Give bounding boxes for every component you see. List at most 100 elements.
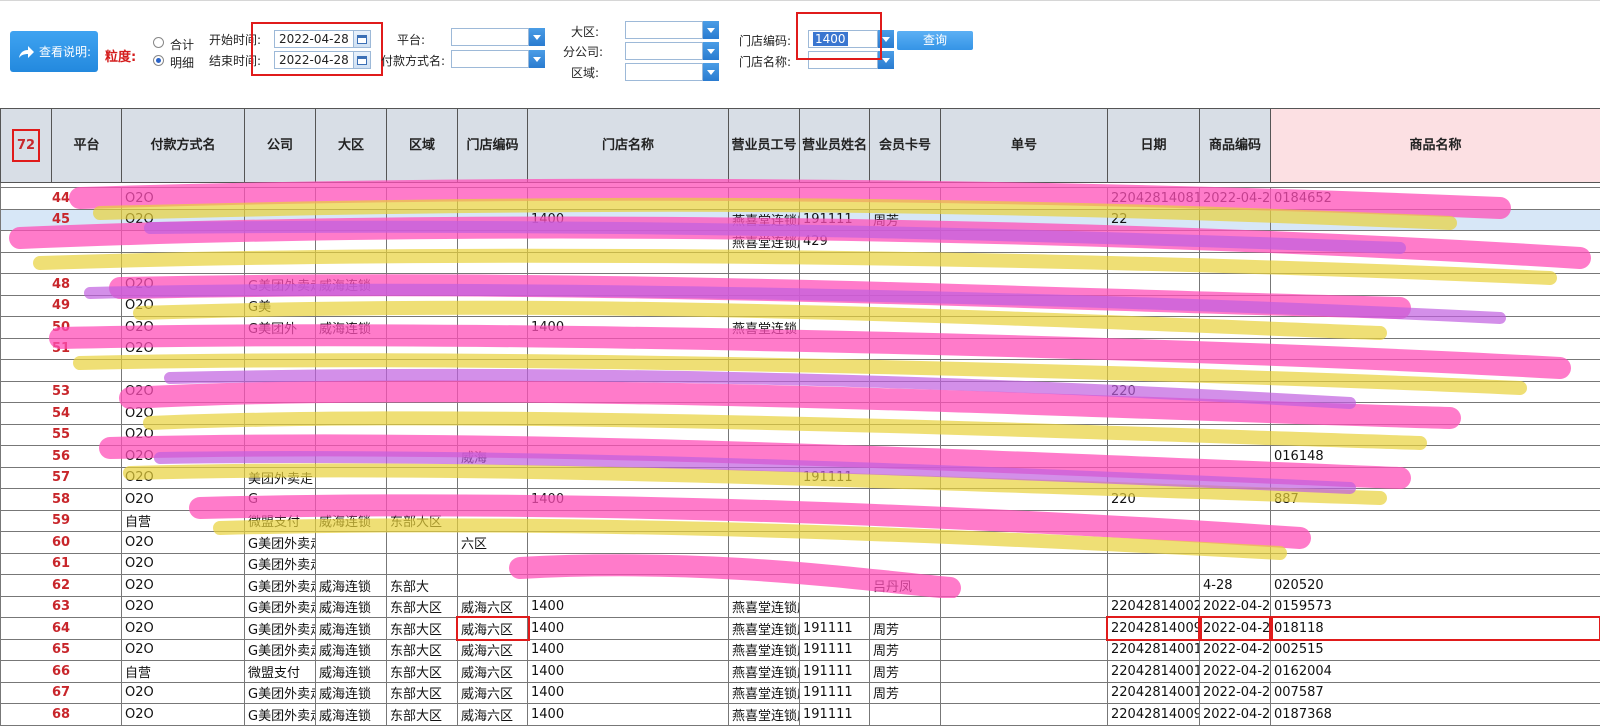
table-row[interactable]: 66自营微盟支付威海连锁东部大区威海六区1400燕喜堂连锁威海经区韩乐坊店191… xyxy=(0,660,1600,683)
cell-date xyxy=(1199,208,1271,231)
cell-employee-name xyxy=(869,531,941,554)
table-row[interactable]: 59 自营 微盟支付 威海连锁 东部大区 xyxy=(0,509,1600,532)
cell-employee-name: 周芳 xyxy=(869,660,941,683)
radio-total[interactable] xyxy=(153,37,164,48)
table-row[interactable]: 48O2OG美团外卖走账威海连锁 xyxy=(0,273,1600,296)
table-row[interactable]: 49 O2O G美 xyxy=(0,294,1600,317)
col-header-region[interactable]: 大区 xyxy=(315,108,387,183)
cell-order-no: 220428140026324397 xyxy=(1107,595,1200,618)
col-header-employee-name[interactable]: 营业员姓名 xyxy=(799,108,870,183)
cell-date xyxy=(1199,380,1271,403)
row-number: 67 xyxy=(0,681,122,704)
cell-order-no: 220 xyxy=(1107,488,1200,511)
row-number: 57 xyxy=(0,466,122,489)
cell-store-name xyxy=(728,273,800,296)
table-row[interactable]: 64O2OG美团外卖走账威海连锁东部大区威海六区1400燕喜堂连锁威海经区韩乐坊… xyxy=(0,615,1600,641)
table-row[interactable]: 50 O2O G美团外 威海连锁 1400 燕喜堂连锁 xyxy=(0,316,1600,339)
col-header-sku[interactable]: 商品编码 xyxy=(1199,108,1271,183)
table-row[interactable]: 65O2OG美团外卖走账威海连锁东部大区威海六区1400燕喜堂连锁威海经区韩乐坊… xyxy=(0,638,1600,661)
table-row[interactable]: 医疗 xyxy=(0,251,1600,274)
radio-detail[interactable] xyxy=(153,55,164,66)
cell-order-no: 220428140014712515 xyxy=(1107,660,1200,683)
cell-area xyxy=(457,294,528,317)
end-calendar-icon[interactable] xyxy=(353,51,371,69)
cell-date: 4-28 xyxy=(1199,574,1271,597)
cell-payment xyxy=(244,359,316,382)
cell-sku xyxy=(1270,466,1600,489)
region-select[interactable] xyxy=(625,21,703,39)
start-date-input[interactable]: 2022-04-28 xyxy=(274,30,354,48)
table-row[interactable]: 53 O2O 220 xyxy=(0,380,1600,403)
store-name-dropdown-icon[interactable] xyxy=(878,51,894,69)
cell-sku xyxy=(1270,552,1600,575)
col-header-platform[interactable]: 平台 xyxy=(51,108,122,183)
col-header-area[interactable]: 区域 xyxy=(386,108,458,183)
cell-employee-id xyxy=(799,359,870,382)
cell-area xyxy=(457,187,528,210)
cell-date xyxy=(1199,423,1271,446)
table-row[interactable]: 54O2O维生素 xyxy=(0,402,1600,425)
table-row[interactable]: 60O2OG美团外卖走账 六区 xyxy=(0,531,1600,554)
cell-store-code xyxy=(527,509,729,532)
cell-platform: O2O xyxy=(121,466,245,489)
col-header-store-name[interactable]: 门店名称 xyxy=(527,108,729,183)
col-header-product[interactable]: 商品名称 xyxy=(1270,108,1600,183)
cell-payment: G美团外 xyxy=(244,316,316,339)
platform-label: 平台: xyxy=(397,33,426,47)
table-row[interactable]: 57 O2O 美团外卖走 191111 xyxy=(0,466,1600,489)
col-header-date[interactable]: 日期 xyxy=(1107,108,1200,183)
region-label: 大区: xyxy=(571,25,600,39)
cell-area: 威海六区 xyxy=(457,638,528,661)
row-count-header[interactable]: 72 xyxy=(0,108,52,183)
col-header-payment[interactable]: 付款方式名 xyxy=(121,108,245,183)
table-row[interactable]: 67O2OG美团外卖走账威海连锁东部大区威海六区1400燕喜堂连锁威海经区韩乐坊… xyxy=(0,681,1600,704)
table-row[interactable]: 55 O2O xyxy=(0,423,1600,446)
store-code-input[interactable]: 1400 xyxy=(808,30,878,48)
cell-store-name xyxy=(728,251,800,274)
table-row[interactable]: 56 O2O 威海 016148 xyxy=(0,445,1600,468)
cell-payment: G xyxy=(244,488,316,511)
branch-dropdown-icon[interactable] xyxy=(703,42,719,60)
query-button[interactable]: 查询 xyxy=(897,31,973,50)
col-header-order-no[interactable]: 单号 xyxy=(940,108,1108,183)
payment-dropdown-icon[interactable] xyxy=(529,50,545,68)
cell-store-name: 燕喜堂连锁威海经区韩乐坊店 xyxy=(728,230,800,253)
platform-dropdown-icon[interactable] xyxy=(529,28,545,46)
row-count: 72 xyxy=(11,129,41,162)
col-header-member-card[interactable]: 会员卡号 xyxy=(869,108,941,183)
area-select[interactable] xyxy=(625,63,703,81)
help-button[interactable]: 查看说明: xyxy=(10,31,98,72)
table-row[interactable]: 45O2O1400燕喜堂连锁威海经区韩乐坊店191111周芳22(HCG)检测试… xyxy=(0,208,1600,231)
table-row[interactable]: 62O2OG美团外卖走账威海连锁东部大吕丹凤4-28020520安和爵素尼龙 xyxy=(0,574,1600,597)
table-row[interactable]: 燕喜堂连锁威海经区韩乐坊店429 xyxy=(0,230,1600,253)
table-row[interactable]: 63O2OG美团外卖走账威海连锁东部大区威海六区1400燕喜堂连锁威海经 2204… xyxy=(0,595,1600,618)
cell-order-no xyxy=(1107,509,1200,532)
table-row[interactable]: 51O2O透气型 xyxy=(0,337,1600,360)
cell-member-card xyxy=(940,445,1108,468)
cell-store-name xyxy=(728,380,800,403)
cell-store-name xyxy=(728,574,800,597)
end-date-input[interactable]: 2022-04-28 xyxy=(274,51,354,69)
cell-platform: O2O xyxy=(121,294,245,317)
payment-select[interactable] xyxy=(451,50,529,68)
platform-select[interactable] xyxy=(451,28,529,46)
table-row[interactable] xyxy=(0,359,1600,382)
table-row[interactable]: 61O2OG美团外卖走账 xyxy=(0,552,1600,575)
col-header-employee-id[interactable]: 营业员工号 xyxy=(728,108,800,183)
cell-sku xyxy=(1270,423,1600,446)
start-calendar-icon[interactable] xyxy=(353,30,371,48)
region-dropdown-icon[interactable] xyxy=(703,21,719,39)
store-code-dropdown-icon[interactable] xyxy=(878,30,894,48)
table-row[interactable]: 58O2OG1400220887尿素乳膏 xyxy=(0,488,1600,511)
branch-select[interactable] xyxy=(625,42,703,60)
col-header-store-code[interactable]: 门店编码 xyxy=(457,108,528,183)
area-dropdown-icon[interactable] xyxy=(703,63,719,81)
row-number xyxy=(0,359,122,382)
cell-area xyxy=(457,316,528,339)
cell-order-no: 220428140814504914 xyxy=(1107,187,1200,210)
table-row[interactable]: 68O2OG美团外卖走账威海连锁东部大区威海六区1400燕喜堂连锁威海经区韩乐坊… xyxy=(0,703,1600,726)
cell-area: 六区 xyxy=(457,531,528,554)
col-header-company[interactable]: 公司 xyxy=(244,108,316,183)
cell-employee-id: 191111 xyxy=(799,681,870,704)
